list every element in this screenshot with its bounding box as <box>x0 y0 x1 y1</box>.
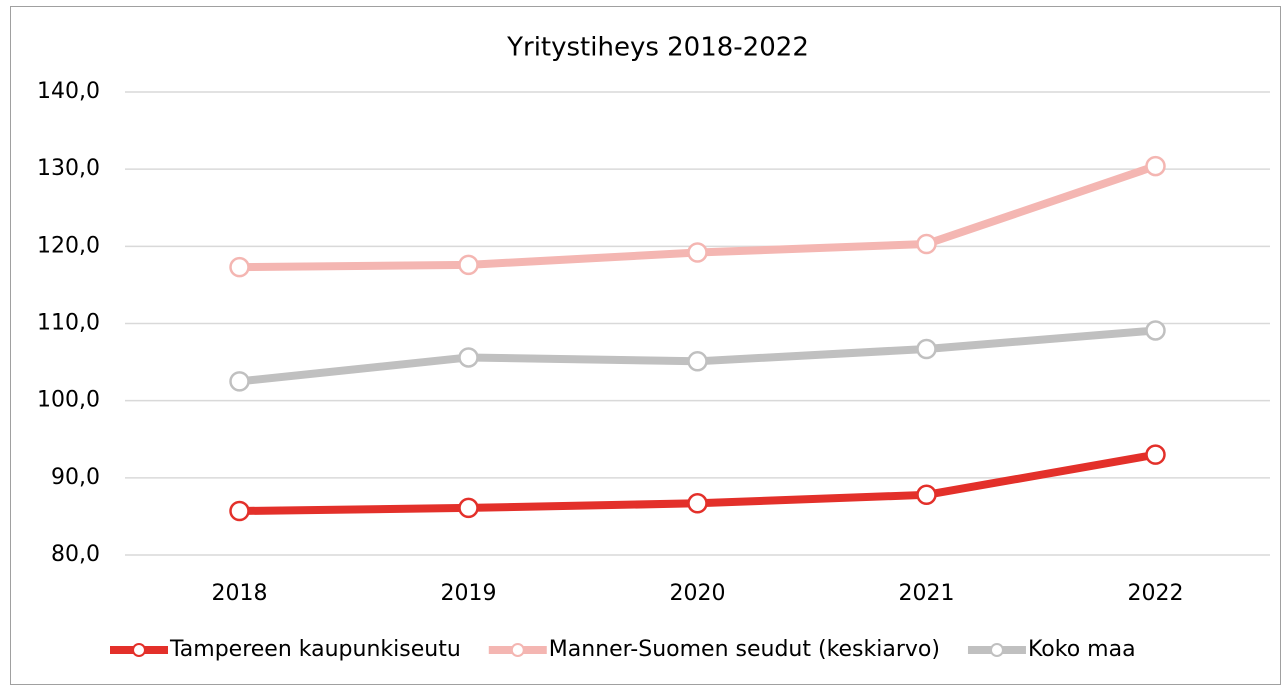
data-point <box>458 347 479 368</box>
data-point <box>458 254 479 276</box>
data-point <box>229 371 250 392</box>
data-point <box>458 497 479 519</box>
x-tick-label: 2019 <box>441 581 497 606</box>
y-tick-label: 80,0 <box>51 542 100 567</box>
legend-label: Koko maa <box>1028 637 1136 662</box>
y-tick-label: 130,0 <box>37 156 100 181</box>
legend-label: Manner-Suomen seudut (keskiarvo) <box>549 637 940 662</box>
legend-marker <box>510 643 525 657</box>
data-point <box>1145 320 1166 341</box>
data-point <box>687 351 708 372</box>
x-tick-label: 2021 <box>899 581 955 606</box>
data-point <box>687 493 708 514</box>
legend-marker <box>989 643 1004 657</box>
x-tick-label: 2018 <box>212 581 268 606</box>
y-tick-label: 90,0 <box>51 465 100 490</box>
data-point <box>229 256 250 278</box>
y-tick-label: 110,0 <box>37 311 100 336</box>
x-tick-label: 2020 <box>670 581 726 606</box>
legend-label: Tampereen kaupunkiseutu <box>169 637 461 662</box>
data-point <box>1145 155 1166 177</box>
data-point <box>229 500 250 522</box>
y-tick-label: 140,0 <box>37 79 100 104</box>
legend-marker <box>132 643 146 657</box>
chart-border <box>10 6 1281 685</box>
y-tick-label: 120,0 <box>37 233 100 258</box>
data-point <box>916 338 937 360</box>
x-tick-label: 2022 <box>1128 581 1184 606</box>
y-tick-label: 100,0 <box>37 388 100 413</box>
chart-title: Yritystiheys 2018-2022 <box>506 33 809 63</box>
data-point <box>916 233 937 255</box>
data-point <box>916 484 937 506</box>
data-point <box>1145 444 1166 465</box>
data-point <box>687 242 708 263</box>
